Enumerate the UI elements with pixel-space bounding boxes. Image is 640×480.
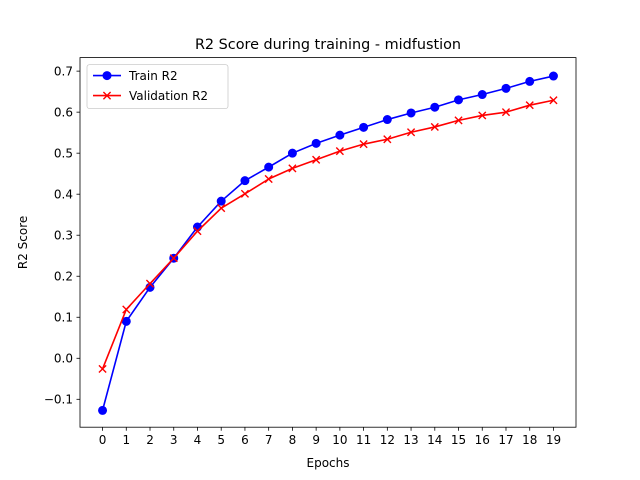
data-point [406, 108, 416, 118]
data-point [477, 90, 487, 100]
data-point [193, 227, 202, 236]
y-tick-label: −0.1 [44, 393, 73, 407]
data-point [311, 138, 321, 148]
y-axis-label: R2 Score [16, 216, 30, 269]
x-tick-label: 8 [289, 433, 297, 447]
y-tick-label: 0.3 [54, 229, 73, 243]
data-point [217, 204, 226, 213]
legend: Train R2 Validation R2 [86, 64, 229, 109]
data-point [359, 122, 369, 132]
data-point [145, 279, 155, 288]
data-point [192, 222, 202, 232]
x-axis-ticks: 0 1 2 3 4 5 6 7 8 9 10 11 12 13 14 15 16 17 18 19 [99, 427, 561, 447]
data-point [264, 174, 273, 184]
data-point [288, 164, 297, 173]
y-axis-ticks: −0.1 0.0 0.1 0.2 0.3 0.4 0.5 0.6 0.7 [44, 64, 80, 407]
data-point [98, 364, 107, 374]
data-point [430, 102, 440, 112]
data-point [335, 130, 345, 140]
y-tick-label: 0.4 [54, 188, 73, 202]
series-validation-r2 [98, 96, 558, 374]
x-tick-label: 6 [241, 433, 249, 447]
data-point [240, 176, 250, 186]
plot-area [80, 57, 576, 428]
legend-label: Train R2 [128, 69, 178, 83]
x-tick-label: 12 [380, 433, 395, 447]
x-tick-label: 2 [146, 433, 154, 447]
x-tick-label: 0 [99, 433, 107, 447]
data-point [454, 116, 463, 125]
data-point [501, 108, 511, 117]
y-tick-label: 0.6 [54, 105, 73, 119]
data-point [264, 162, 274, 172]
data-point [216, 196, 226, 206]
y-tick-label: 0.7 [54, 64, 73, 78]
data-point [525, 76, 535, 86]
x-axis-label: Epochs [307, 456, 350, 470]
x-tick-label: 9 [312, 433, 320, 447]
data-point [287, 148, 297, 158]
y-tick-label: 0.2 [54, 270, 73, 284]
x-tick-label: 5 [217, 433, 225, 447]
x-tick-label: 17 [498, 433, 513, 447]
data-point [478, 111, 487, 120]
legend-box [86, 64, 229, 109]
series-layer [98, 71, 558, 415]
data-point [122, 305, 131, 314]
y-tick-label: 0.5 [54, 146, 73, 160]
plot-frame [79, 57, 577, 428]
legend-marker [102, 71, 112, 81]
data-point [549, 96, 558, 105]
x-tick-label: 10 [332, 433, 347, 447]
data-point [406, 128, 416, 137]
data-point [454, 95, 464, 105]
x-tick-label: 3 [170, 433, 178, 447]
x-tick-label: 7 [265, 433, 273, 447]
x-tick-label: 1 [122, 433, 130, 447]
x-tick-label: 13 [403, 433, 418, 447]
legend-label: Validation R2 [129, 89, 208, 103]
x-tick-label: 16 [475, 433, 490, 447]
x-tick-label: 19 [546, 433, 561, 447]
data-point [382, 115, 392, 125]
y-tick-label: 0.0 [54, 352, 73, 366]
data-point [359, 140, 368, 149]
data-point [501, 83, 511, 93]
data-point [335, 147, 344, 156]
data-point [98, 405, 108, 415]
legend-entry: Train R2 [93, 69, 178, 83]
x-tick-label: 4 [194, 433, 202, 447]
legend-marker [102, 91, 112, 100]
y-tick-label: 0.1 [54, 311, 73, 325]
x-tick-label: 15 [451, 433, 466, 447]
x-tick-label: 18 [522, 433, 537, 447]
x-tick-label: 11 [356, 433, 371, 447]
x-tick-label: 14 [427, 433, 442, 447]
legend-entry: Validation R2 [93, 89, 208, 103]
series-line [101, 99, 554, 370]
data-point [312, 155, 321, 164]
data-point [548, 71, 558, 81]
data-point [240, 189, 250, 198]
data-point [430, 122, 439, 132]
data-point [383, 135, 392, 144]
data-point [169, 254, 178, 263]
chart-title: R2 Score during training - midfustion [195, 37, 461, 53]
data-point [525, 101, 534, 110]
